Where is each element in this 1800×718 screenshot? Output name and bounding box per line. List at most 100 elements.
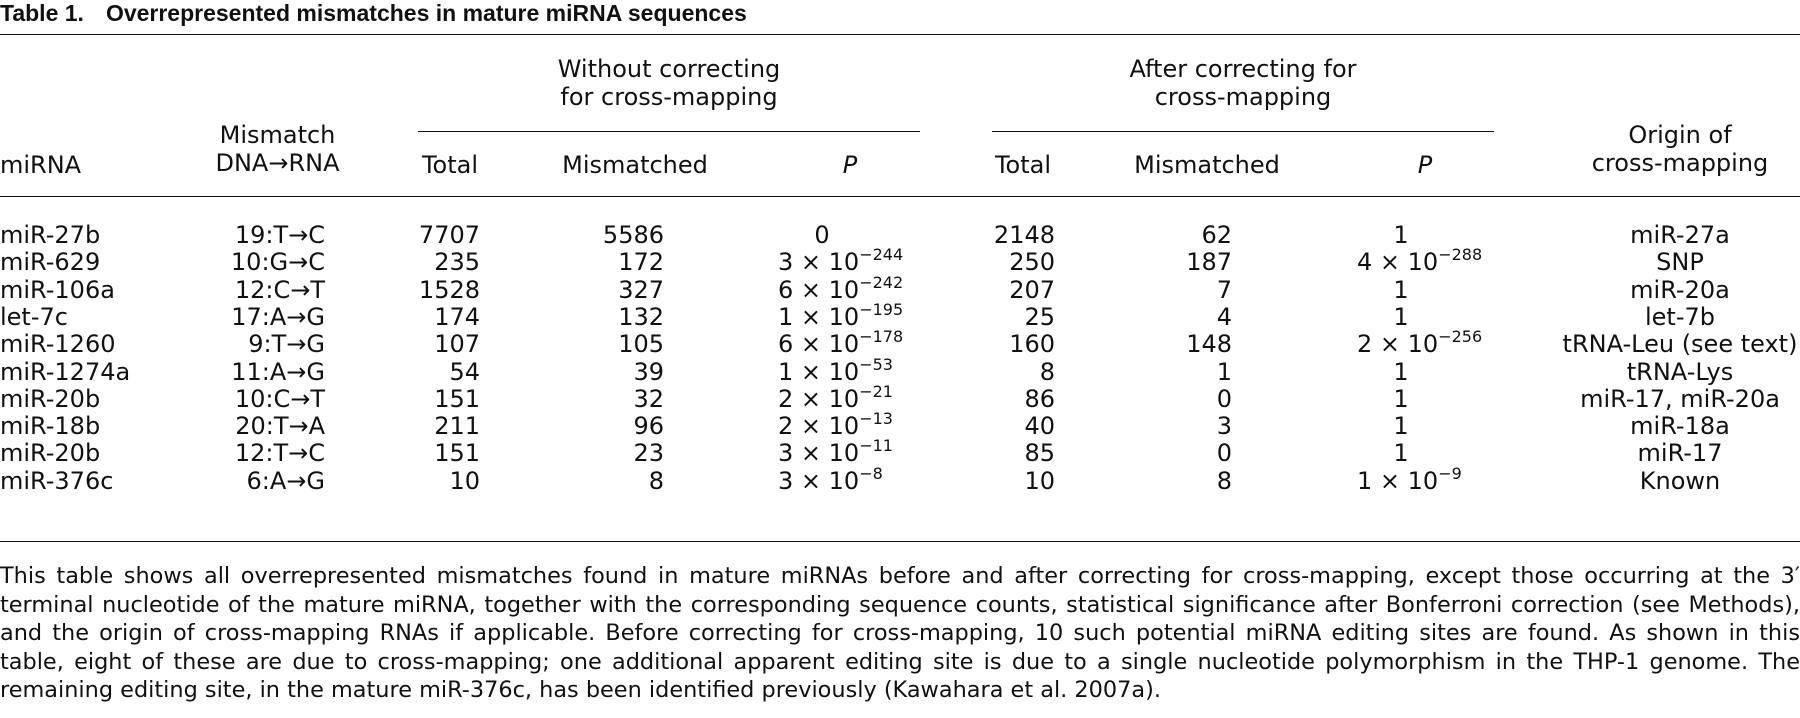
cell-p-after-base: 4 × 10: [1357, 248, 1439, 277]
cell-p-without-base: 3 × 10: [778, 466, 860, 495]
col-header-total-without: Total: [421, 151, 479, 179]
cell-mirna: miR-376c: [0, 466, 114, 495]
cell-p-after: 1: [1347, 412, 1455, 440]
cell-mismatched-after: 62: [1201, 221, 1232, 249]
cell-mismatched-without: 8: [648, 466, 664, 495]
cell-p-without-exponent: −8: [859, 463, 883, 483]
group-header-after: After correcting for cross-mapping: [992, 55, 1494, 111]
group-without-line1: Without correcting: [557, 55, 781, 83]
cell-p-after-base: 1: [1393, 357, 1409, 386]
cell-mirna: miR-18b: [0, 412, 101, 441]
cell-mismatched-after: 4: [1216, 302, 1232, 331]
cell-p-after: 1: [1347, 303, 1455, 331]
table-label: Table 1.: [0, 0, 84, 26]
cell-total-after: 85: [1024, 439, 1055, 468]
cell-p-after: 1: [1347, 221, 1455, 249]
cell-p-without: 0: [768, 221, 876, 249]
cell-p-after-base: 1: [1393, 275, 1409, 304]
cell-p-without-exponent: −21: [859, 381, 893, 401]
group-rule-after: [992, 131, 1494, 132]
cell-mirna: miR-20b: [0, 439, 101, 468]
cell-total-after: 250: [1009, 248, 1055, 277]
bottom-rule: [0, 541, 1800, 542]
cell-p-without-exponent: −178: [859, 327, 904, 347]
cell-p-after-base: 1: [1393, 302, 1409, 331]
cell-origin: tRNA-Lys: [1626, 357, 1734, 386]
cell-p-after-exponent: −9: [1438, 463, 1462, 483]
cell-p-after-base: 1: [1393, 412, 1409, 441]
group-after-line2: cross-mapping: [1154, 83, 1332, 111]
cell-mismatched-without: 96: [633, 412, 664, 441]
cell-p-after-base: 1: [1393, 384, 1409, 413]
cell-mirna: miR-629: [0, 248, 101, 277]
cell-total-without: 54: [449, 357, 480, 386]
cell-p-after-exponent: −256: [1438, 327, 1483, 347]
cell-p-after: 1: [1347, 439, 1455, 467]
cell-p-without-base: 1 × 10: [778, 357, 860, 386]
cell-p-without: 6 × 10−242: [778, 274, 903, 304]
table-title: Table 1. Overrepresented mismatches in ma…: [0, 0, 747, 26]
cell-p-without: 1 × 10−195: [778, 299, 904, 331]
cell-mismatch: 6:A→G: [246, 466, 325, 495]
cell-total-after: 25: [1024, 302, 1055, 331]
cell-p-without-base: 0: [814, 221, 830, 249]
cell-mirna: miR-20b: [0, 384, 101, 413]
cell-p-without-base: 6 × 10: [778, 330, 860, 359]
group-header-without: Without correcting for cross-mapping: [418, 55, 920, 111]
cell-mismatch: 17:A→G: [231, 302, 325, 331]
cell-p-without-exponent: −244: [859, 245, 904, 265]
cell-total-without: 1528: [418, 275, 480, 304]
cell-total-after: 40: [1024, 412, 1055, 441]
cell-mismatched-after: 8: [1216, 466, 1232, 495]
group-after-line1: After correcting for: [1129, 55, 1357, 83]
cell-p-after: 4 × 10−288: [1357, 245, 1483, 277]
cell-mismatch: 9:T→G: [248, 330, 325, 359]
cell-p-after: 1: [1347, 276, 1455, 304]
col-header-mismatched-after: Mismatched: [1134, 151, 1280, 179]
cell-mismatched-without: 132: [618, 302, 664, 331]
col-header-mismatch: Mismatch DNA→RNA: [170, 121, 385, 177]
cell-total-without: 235: [434, 248, 480, 277]
cell-mismatched-without: 39: [633, 357, 664, 386]
cell-total-without: 151: [434, 439, 480, 468]
cell-mirna: let-7c: [0, 302, 68, 331]
cell-p-without-base: 3 × 10: [778, 439, 860, 468]
cell-total-without: 211: [434, 412, 480, 441]
cell-mismatched-after: 3: [1216, 412, 1232, 441]
cell-origin: miR-20a: [1630, 275, 1730, 304]
cell-mismatch: 10:C→T: [234, 384, 325, 413]
cell-p-without-exponent: −11: [859, 436, 893, 456]
cell-p-after: 2 × 10−256: [1357, 327, 1483, 359]
cell-mismatch: 11:A→G: [231, 357, 325, 386]
cell-p-without-base: 6 × 10: [778, 275, 860, 304]
cell-p-after-base: 2 × 10: [1357, 330, 1439, 359]
cell-p-without: 2 × 10−21: [778, 381, 893, 413]
cell-mismatch: 12:T→C: [234, 439, 325, 468]
cell-mirna: miR-106a: [0, 275, 115, 304]
cell-mismatch: 12:C→T: [234, 275, 325, 304]
cell-p-without-base: 2 × 10: [778, 412, 860, 441]
cell-p-without-exponent: −195: [859, 299, 904, 319]
cell-p-after-exponent: −288: [1438, 245, 1483, 265]
cell-mismatched-after: 187: [1186, 248, 1232, 277]
cell-total-after: 160: [1009, 330, 1055, 359]
cell-p-after: 1 × 10−9: [1357, 463, 1462, 495]
cell-mismatched-after: 7: [1216, 275, 1232, 304]
table-caption: Overrepresented mismatches in mature miR…: [105, 0, 747, 26]
cell-mismatch: 19:T→C: [234, 221, 325, 249]
cell-origin: SNP: [1656, 248, 1704, 277]
cell-mismatched-after: 0: [1216, 384, 1232, 413]
cell-mismatched-without: 327: [618, 275, 664, 304]
cell-mismatched-after: 0: [1216, 439, 1232, 468]
col-header-mirna: miRNA: [0, 151, 82, 179]
cell-p-after: 1: [1347, 385, 1455, 413]
group-without-line2: for cross-mapping: [560, 83, 778, 111]
cell-origin: miR-27a: [1630, 221, 1730, 249]
cell-p-after-base: 1: [1393, 221, 1409, 249]
cell-mismatched-without: 105: [618, 330, 664, 359]
cell-total-without: 107: [434, 330, 480, 359]
cell-mirna: miR-1274a: [0, 357, 131, 386]
cell-total-without: 151: [434, 384, 480, 413]
table-footnote: This table shows all overrepresented mis…: [0, 563, 1800, 703]
cell-p-after: 1: [1347, 358, 1455, 386]
